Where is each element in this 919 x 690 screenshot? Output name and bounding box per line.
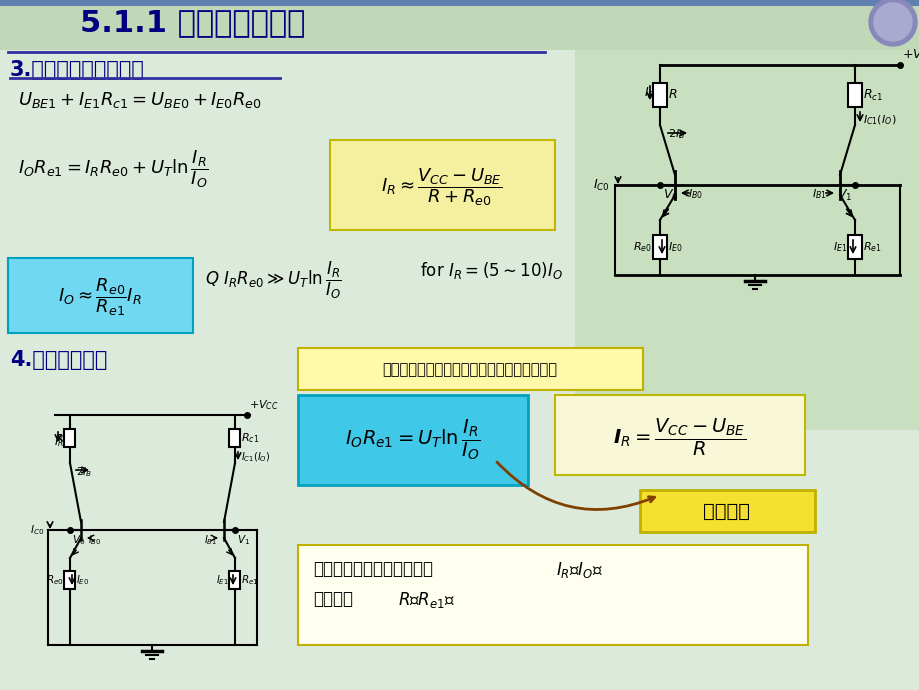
Text: $I_{E0}$: $I_{E0}$: [76, 573, 89, 587]
Bar: [847, 235, 861, 259]
Text: $I_{E0}$: $I_{E0}$: [667, 240, 682, 254]
Text: $R$和$R_{e1}$。: $R$和$R_{e1}$。: [398, 590, 455, 610]
Text: $R_{e1}$: $R_{e1}$: [241, 573, 258, 587]
Bar: [298, 348, 642, 390]
Text: $Q\ I_RR_{{e0}}\gg U_T\ln\dfrac{{I_R}}{{I_O}}$: $Q\ I_RR_{{e0}}\gg U_T\ln\dfrac{{I_R}}{{…: [205, 260, 341, 302]
Circle shape: [868, 0, 916, 46]
Text: $I_{C1}(I_O)$: $I_{C1}(I_O)$: [862, 113, 895, 127]
Text: $2I_B$: $2I_B$: [667, 127, 685, 141]
Text: $I_{E1}$: $I_{E1}$: [216, 573, 229, 587]
Text: $U_{{BE1}}+I_{{E1}}R_{{c1}}=U_{{BE0}}+I_{{E0}}R_{{e0}}$: $U_{{BE1}}+I_{{E1}}R_{{c1}}=U_{{BE0}}+I_…: [18, 90, 262, 110]
Text: $R_{e1}$: $R_{e1}$: [862, 240, 880, 254]
Text: $R_{c1}$: $R_{c1}$: [862, 88, 882, 103]
Text: $V_0$: $V_0$: [72, 533, 85, 546]
Text: $V_1$: $V_1$: [237, 533, 250, 546]
Text: $I_R$和$I_O$，: $I_R$和$I_O$，: [555, 560, 603, 580]
Bar: [64, 429, 75, 447]
Text: $I_{E1}$: $I_{E1}$: [832, 240, 846, 254]
Bar: [640, 490, 814, 532]
Bar: [652, 83, 666, 107]
Text: $R$: $R$: [667, 88, 676, 101]
Text: $I_OR_{e1}=U_T\ln\dfrac{I_R}{I_O}$: $I_OR_{e1}=U_T\ln\dfrac{I_R}{I_O}$: [345, 417, 480, 462]
Text: $\mathrm{{for}}\ I_R=(5\sim10)I_O$: $\mathrm{{for}}\ I_R=(5\sim10)I_O$: [420, 260, 562, 281]
Bar: [847, 83, 861, 107]
Text: $I_{C0}$: $I_{C0}$: [29, 523, 44, 537]
Text: $I_R$: $I_R$: [643, 86, 654, 101]
Text: 5.1.1 基本电流源电路: 5.1.1 基本电流源电路: [80, 8, 305, 37]
Bar: [0, 0, 919, 50]
Text: $I_O\approx\dfrac{{R_{{e0}}}}{{R_{{e1}}}}I_R$: $I_O\approx\dfrac{{R_{{e0}}}}{{R_{{e1}}}…: [58, 276, 142, 318]
Text: 设计过程很简单，首先确定: 设计过程很简单，首先确定: [312, 560, 433, 578]
Text: $I_{C0}$: $I_{C0}$: [593, 177, 609, 193]
Circle shape: [873, 3, 911, 41]
Bar: [229, 571, 240, 589]
Bar: [298, 545, 807, 645]
Text: $I_{B1}$: $I_{B1}$: [204, 533, 217, 546]
Text: $I_R$: $I_R$: [54, 435, 64, 448]
Bar: [574, 50, 919, 430]
Bar: [554, 395, 804, 475]
Bar: [229, 429, 240, 447]
Text: $R$: $R$: [55, 432, 64, 444]
Text: 然后选定: 然后选定: [312, 590, 353, 608]
Bar: [64, 571, 75, 589]
Text: 4.微电流源电路: 4.微电流源电路: [10, 350, 108, 370]
Text: $R_{e0}$: $R_{e0}$: [632, 240, 652, 254]
Bar: [330, 140, 554, 230]
Text: $I_{B0}$: $I_{B0}$: [687, 187, 702, 201]
Text: $I_{C1}(I_O)$: $I_{C1}(I_O)$: [241, 450, 270, 464]
Text: 超越方程: 超越方程: [703, 502, 750, 520]
Text: $V_1$: $V_1$: [835, 188, 851, 203]
Bar: [8, 258, 193, 333]
Bar: [652, 235, 666, 259]
Text: $V_0$: $V_0$: [663, 188, 678, 203]
Text: $R_{c1}$: $R_{c1}$: [241, 431, 259, 445]
Text: $+V_{CC}$: $+V_{CC}$: [249, 398, 278, 412]
Text: $I_{B0}$: $I_{B0}$: [88, 533, 101, 546]
Text: $R_{e0}$: $R_{e0}$: [46, 573, 64, 587]
Text: $+V_{CC}$: $+V_{CC}$: [901, 48, 919, 63]
Bar: [298, 395, 528, 485]
Text: 要求提供很小的静态电流，又不能用大电阻。: 要求提供很小的静态电流，又不能用大电阻。: [382, 362, 557, 377]
Bar: [0, 0, 919, 6]
Text: $2I_B$: $2I_B$: [76, 465, 92, 479]
Text: $I_{B1}$: $I_{B1}$: [811, 187, 826, 201]
Text: $I_OR_{{e1}}=I_RR_{{e0}}+U_T\ln\dfrac{{I_R}}{{I_O}}$: $I_OR_{{e1}}=I_RR_{{e0}}+U_T\ln\dfrac{{I…: [18, 148, 209, 190]
Text: $I_R\approx\dfrac{{V_{{CC}}-U_{{BE}}}}{{R+R_{{e0}}}}$: $I_R\approx\dfrac{{V_{{CC}}-U_{{BE}}}}{{…: [380, 166, 502, 208]
Text: 3.电阻比例电流源电路: 3.电阻比例电流源电路: [10, 60, 144, 80]
Text: $\boldsymbol{I}_R=\dfrac{V_{CC}-U_{BE}}{R}$: $\boldsymbol{I}_R=\dfrac{V_{CC}-U_{BE}}{…: [613, 416, 745, 457]
